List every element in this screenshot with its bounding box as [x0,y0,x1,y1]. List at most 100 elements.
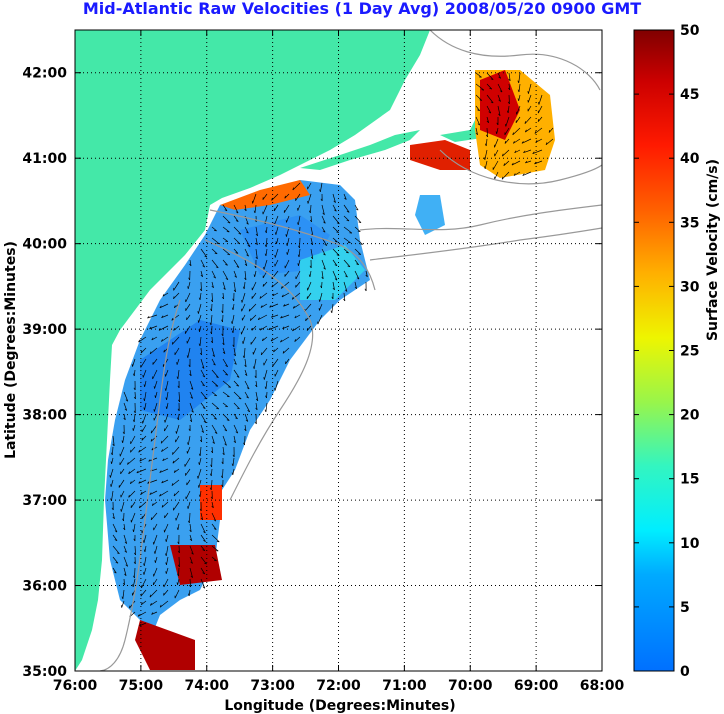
velocity-arrow [255,256,258,260]
velocity-arrow [241,303,246,312]
velocity-arrow [154,380,158,389]
velocity-arrow [132,428,134,431]
velocity-arrow [356,277,360,280]
velocity-arrow [354,286,357,290]
velocity-arrow [222,351,226,354]
velocity-arrow [354,237,363,245]
velocity-arrow [141,578,147,589]
velocity-arrow [292,292,301,300]
velocity-arrow [198,343,201,347]
velocity-patch-moderate [415,195,445,235]
velocity-arrow [235,431,239,434]
velocity-arrow [210,479,213,490]
velocity-arrow [343,226,353,234]
velocity-arrow [144,402,147,410]
velocity-arrow [297,215,301,225]
velocity-arrow [210,468,213,476]
velocity-arrow [214,230,217,232]
velocity-arrow [506,110,509,114]
velocity-arrow [343,259,351,267]
velocity-arrow [295,281,301,288]
velocity-arrow [133,538,136,542]
velocity-arrow [165,534,169,542]
velocity-arrow [211,358,216,366]
velocity-arrow [309,210,311,214]
velocity-arrow [128,494,130,498]
velocity-arrow [173,470,176,473]
velocity-arrow [189,419,192,423]
velocity-arrow [255,384,258,388]
velocity-arrow [176,424,180,434]
velocity-arrow [211,226,217,232]
velocity-arrow [189,578,192,588]
colorbar-tick-label: 5 [680,600,690,616]
velocity-arrow [140,347,147,354]
velocity-arrow [191,552,194,555]
velocity-arrow [262,336,268,342]
velocity-arrow [282,326,285,329]
velocity-arrow [177,541,180,545]
velocity-arrow [166,556,169,565]
velocity-patch-fast-south [200,485,222,520]
velocity-arrow [275,226,279,235]
velocity-arrow [222,446,225,455]
velocity-arrow [124,408,127,411]
velocity-arrow [112,556,119,564]
velocity-arrow [356,263,359,266]
velocity-arrow [513,138,521,144]
velocity-arrow [525,160,532,164]
velocity-arrow [211,270,216,279]
velocity-arrow [264,386,267,390]
velocity-arrow [164,523,169,533]
velocity-arrow [138,339,141,343]
velocity-arrow [200,435,203,443]
velocity-arrow [298,259,301,266]
velocity-arrow [187,286,189,289]
velocity-arrow [269,303,279,308]
velocity-arrow [354,248,362,255]
velocity-arrow [177,417,179,421]
velocity-arrow [199,336,202,346]
colorbar-tick-label: 0 [680,664,690,680]
velocity-arrow [537,105,543,114]
colorbar-tick-label: 20 [680,408,700,424]
velocity-arrow [174,589,180,599]
velocity-arrow [216,376,219,378]
velocity-arrow [486,72,494,80]
velocity-arrow [244,270,247,280]
velocity-arrow [159,303,169,309]
velocity-arrow [200,380,205,387]
velocity-arrow [222,226,230,233]
velocity-arrow [532,151,535,154]
velocity-arrow [246,231,249,234]
velocity-arrow [186,355,189,358]
velocity-arrow [281,294,284,298]
velocity-arrow [309,204,312,214]
velocity-arrow [143,407,145,410]
velocity-arrow [122,582,125,586]
velocity-arrow [281,292,290,298]
velocity-arrow [273,349,275,353]
velocity-arrow [211,369,219,378]
colorbar-tick-label: 10 [680,536,700,552]
velocity-arrow [504,138,510,144]
velocity-arrow [221,333,224,337]
velocity-arrow [321,276,324,280]
velocity-arrow [274,259,279,267]
velocity-arrow [332,281,335,290]
velocity-arrow [141,437,143,441]
velocity-arrow [152,578,158,586]
velocity-arrow [151,503,154,506]
velocity-arrow [515,116,521,123]
velocity-arrow [190,396,193,399]
velocity-arrow [209,322,212,326]
velocity-arrow [177,369,180,379]
velocity-arrow [282,350,285,354]
velocity-arrow [215,385,219,387]
velocity-arrow [119,446,125,457]
velocity-arrow [151,447,154,451]
velocity-arrow [246,222,249,225]
velocity-arrow [273,215,279,226]
velocity-arrow [310,237,314,245]
velocity-arrow [494,171,499,180]
